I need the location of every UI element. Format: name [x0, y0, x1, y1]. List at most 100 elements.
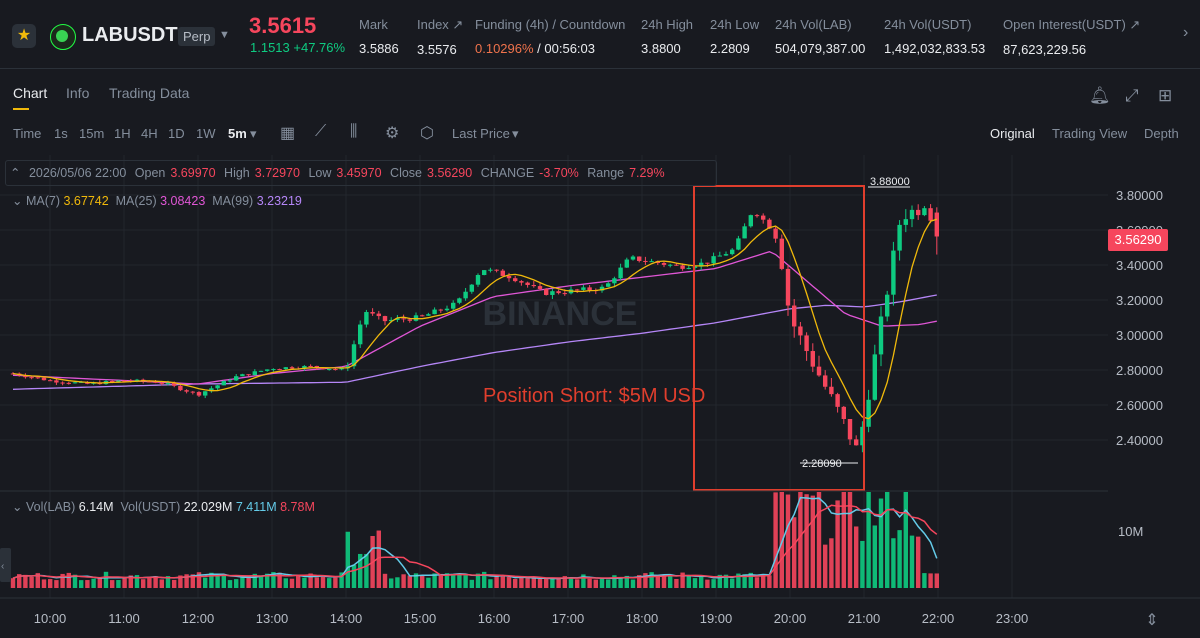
- candle-up: [215, 385, 220, 389]
- interval-1d[interactable]: 1D: [168, 126, 185, 141]
- price-tick-label: 2.60000: [1116, 398, 1163, 413]
- favorite-star-icon[interactable]: ★: [12, 24, 36, 48]
- tab-chart[interactable]: Chart: [13, 85, 48, 101]
- chart-tabs: Chart Info Trading Data 🔔︎ ⤢ ⊞: [0, 80, 1200, 112]
- stat-open-interest[interactable]: Open Interest(USDT) ↗ 87,623,229.56: [1003, 17, 1140, 57]
- candle-up: [358, 324, 363, 345]
- calendar-icon[interactable]: ▦: [280, 125, 296, 142]
- candle-down: [928, 208, 933, 221]
- current-price-tag: [1108, 229, 1168, 251]
- time-tick-label: 17:00: [552, 611, 585, 626]
- legend-chevron-icon[interactable]: ⌄: [12, 194, 23, 208]
- candle-down: [420, 315, 425, 317]
- stat-24h-vol-lab: 24h Vol(LAB) 504,079,387.00: [775, 17, 865, 56]
- volume-bar-up: [351, 564, 357, 588]
- candle-down: [680, 265, 685, 269]
- candle-up: [649, 261, 654, 263]
- high-price-label: 3.88000: [870, 176, 910, 188]
- candle-down: [661, 262, 667, 265]
- vol-ma1-value: 7.411M: [235, 500, 277, 514]
- interval-15m[interactable]: 15m: [79, 126, 105, 141]
- volume-bar-up: [668, 574, 673, 588]
- candle-down: [854, 439, 859, 446]
- interval-1w[interactable]: 1W: [196, 126, 216, 141]
- volume-bar-up: [922, 573, 927, 588]
- ma7-line: [12, 218, 937, 420]
- candle-down: [823, 375, 828, 387]
- volume-bar-up: [358, 553, 363, 588]
- interval-1s[interactable]: 1s: [54, 126, 68, 141]
- ma25-path: [12, 251, 937, 385]
- volume-bar-up: [885, 492, 890, 588]
- candle-up: [488, 269, 493, 271]
- candle-down: [333, 369, 338, 371]
- layout-grid-icon[interactable]: ⊞: [1158, 86, 1173, 105]
- volume-bar-up: [649, 572, 654, 588]
- candle-down: [841, 406, 846, 419]
- chevron-right-icon[interactable]: ›: [1183, 24, 1189, 41]
- volume-bar-down: [513, 578, 518, 588]
- line-chart-icon[interactable]: ⟋: [315, 123, 327, 140]
- reset-scale-icon[interactable]: ⇕: [1145, 612, 1158, 629]
- interval-time[interactable]: Time: [13, 126, 42, 141]
- candle-up: [116, 380, 121, 382]
- volume-bar-up: [686, 575, 691, 588]
- legend-chevron-icon[interactable]: ⌃: [10, 166, 21, 180]
- stat-label: Mark: [359, 17, 388, 32]
- legend-chevron-icon[interactable]: ⌄: [12, 500, 23, 514]
- candle-down: [785, 268, 791, 306]
- volume-ma-path: [12, 504, 938, 579]
- candle-down: [575, 289, 580, 291]
- volume-bar-up: [581, 574, 586, 588]
- view-trading-view[interactable]: Trading View: [1052, 126, 1128, 141]
- ohlc-range-label: Range: [587, 166, 625, 180]
- indicators-icon[interactable]: ⚙︎: [385, 125, 400, 142]
- view-depth[interactable]: Depth: [1144, 126, 1179, 141]
- symbol-dropdown-icon[interactable]: ▼: [219, 29, 230, 41]
- side-panel-toggle[interactable]: [0, 548, 11, 582]
- stat-index[interactable]: Index ↗ 3.5576: [417, 17, 463, 57]
- volume-bar-down: [854, 526, 859, 588]
- candle-down: [153, 381, 158, 383]
- ma25-line: [12, 251, 937, 385]
- price-type-caret-icon[interactable]: ▾: [512, 126, 519, 141]
- chevron-left-icon[interactable]: ‹: [1, 561, 4, 572]
- time-tick-label: 18:00: [626, 611, 659, 626]
- ma99-label: MA(99): [212, 194, 254, 208]
- candle-up: [457, 298, 462, 303]
- tab-trading-data[interactable]: Trading Data: [109, 85, 190, 101]
- ma25-label: MA(25): [115, 194, 157, 208]
- volume-bar-down: [525, 578, 530, 588]
- price-type-dropdown[interactable]: Last Price: [452, 126, 510, 141]
- candle-down: [506, 275, 512, 279]
- interval-1h[interactable]: 1H: [114, 126, 131, 141]
- price-chart[interactable]: BINANCE Position Short: $5M USD 3.88000 …: [0, 150, 1200, 638]
- ma7-path: [12, 218, 937, 420]
- volume-bar-up: [432, 573, 437, 588]
- stat-label: Index ↗: [417, 17, 464, 32]
- volume-bar-down: [438, 573, 443, 588]
- volume-bar-up: [630, 579, 636, 588]
- time-tick-label: 11:00: [108, 611, 140, 626]
- candle-down: [761, 215, 766, 220]
- view-original[interactable]: Original: [990, 126, 1035, 141]
- volume-bar-up: [221, 574, 226, 588]
- volume-bar-up: [699, 576, 704, 588]
- candle-type-icon[interactable]: ⫼: [350, 123, 358, 140]
- expand-icon[interactable]: ⤢: [1125, 86, 1139, 105]
- bell-icon[interactable]: 🔔︎: [1089, 86, 1111, 105]
- volume-bar-up: [866, 492, 871, 588]
- volume-bar-up: [165, 576, 171, 588]
- volume-bar-up: [599, 578, 605, 588]
- candle-down: [519, 281, 524, 283]
- ohlc-open: 3.69970: [170, 166, 216, 180]
- interval-dropdown-icon[interactable]: ▾: [250, 126, 257, 141]
- interval-4h[interactable]: 4H: [141, 126, 158, 141]
- volume-bar-down: [60, 573, 65, 588]
- settings-icon[interactable]: ⬡: [420, 125, 434, 142]
- tab-info[interactable]: Info: [66, 85, 90, 101]
- volume-bar-up: [692, 578, 698, 588]
- volume-bar-up: [134, 575, 140, 588]
- interval-5m-selected[interactable]: 5m: [228, 126, 247, 141]
- symbol-name[interactable]: LABUSDT: [82, 24, 178, 46]
